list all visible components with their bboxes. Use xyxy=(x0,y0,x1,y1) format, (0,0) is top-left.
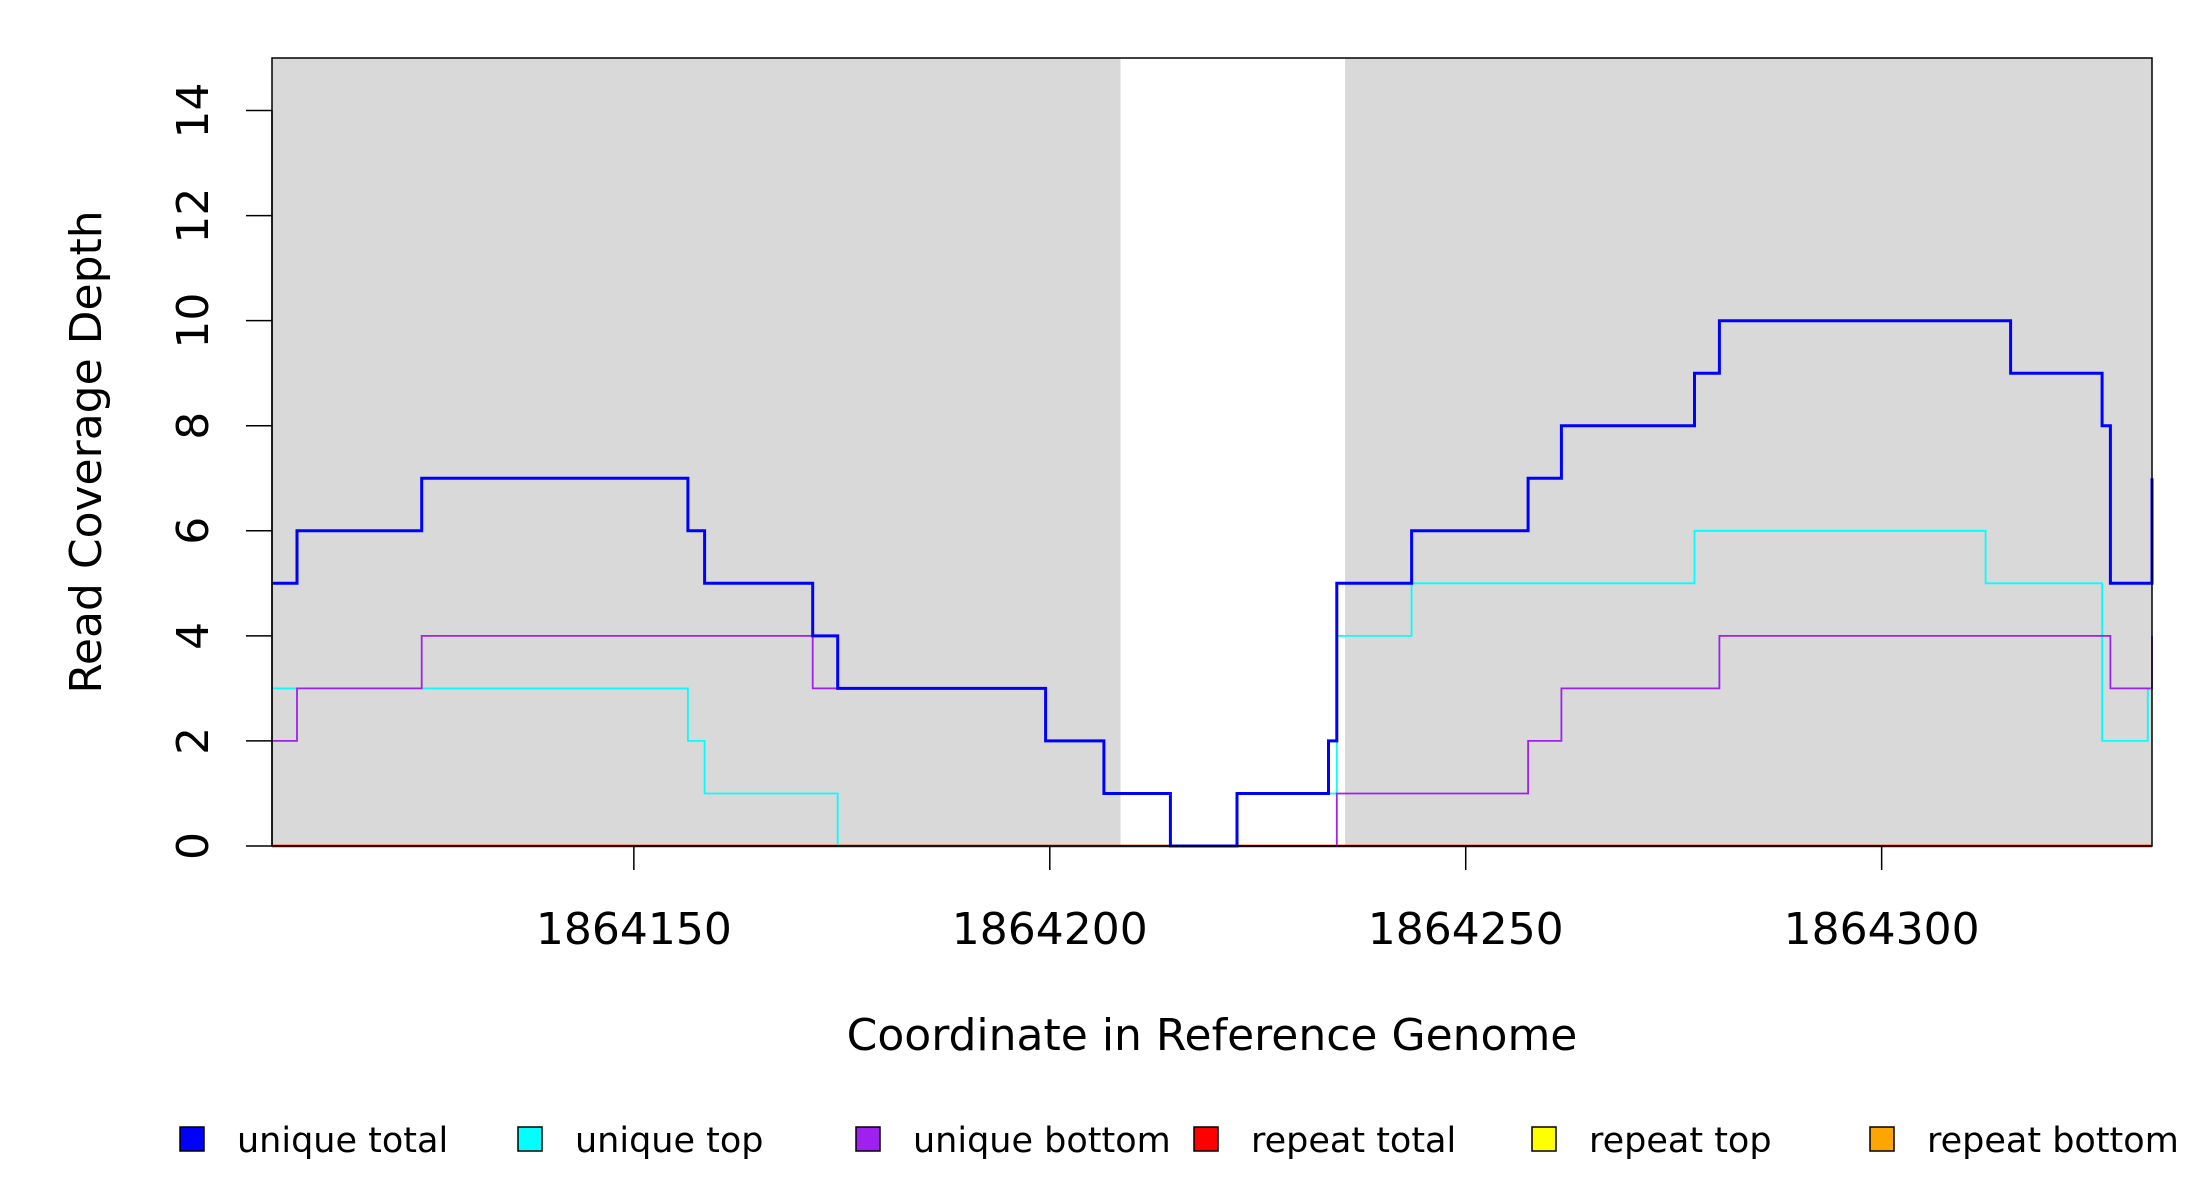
shaded-region-right xyxy=(1345,58,2152,846)
legend-item-unique-total: unique total xyxy=(179,1121,448,1161)
shaded-region-left xyxy=(272,58,1121,846)
legend-item-repeat-total: repeat total xyxy=(1193,1121,1456,1161)
y-tick-label: 12 xyxy=(168,188,219,244)
x-axis-title: Coordinate in Reference Genome xyxy=(847,1010,1578,1061)
y-tick-label: 0 xyxy=(168,832,219,860)
legend-item-repeat-bottom: repeat bottom xyxy=(1869,1121,2179,1161)
legend-swatch xyxy=(517,1126,543,1152)
series-line-unique-top xyxy=(272,529,2152,847)
legend-label: repeat top xyxy=(1589,1121,1772,1161)
y-tick-label: 10 xyxy=(168,293,219,349)
legend-label: unique bottom xyxy=(913,1121,1171,1161)
legend-item-unique-bottom: unique bottom xyxy=(855,1121,1171,1161)
legend-label: unique total xyxy=(237,1121,448,1161)
legend-item-unique-top: unique top xyxy=(517,1121,764,1161)
legend-swatch xyxy=(179,1126,205,1152)
legend-label: unique top xyxy=(575,1121,764,1161)
legend-swatch xyxy=(1531,1126,1557,1152)
x-tick-label: 1864250 xyxy=(1368,904,1564,955)
y-axis-title: Read Coverage Depth xyxy=(61,210,112,693)
y-tick-label: 6 xyxy=(168,517,219,545)
y-tick-label: 14 xyxy=(168,83,219,139)
x-tick-label: 1864300 xyxy=(1784,904,1980,955)
y-tick-label: 2 xyxy=(168,727,219,755)
x-axis: 1864150 1864200 1864250 1864300 xyxy=(536,845,1980,955)
legend-swatch xyxy=(1193,1126,1219,1152)
x-tick-label: 1864200 xyxy=(952,904,1148,955)
y-tick-label: 8 xyxy=(168,412,219,440)
legend-label: repeat total xyxy=(1251,1121,1456,1161)
series-line-unique-total xyxy=(272,319,2154,848)
y-axis: 0 2 4 6 8 10 12 14 xyxy=(168,83,273,860)
x-tick-label: 1864150 xyxy=(536,904,732,955)
legend-swatch xyxy=(1869,1126,1895,1152)
plot-background xyxy=(272,58,2152,846)
legend-item-repeat-top: repeat top xyxy=(1531,1121,1772,1161)
legend: unique total unique top unique bottom repea… xyxy=(179,1121,2179,1161)
y-tick-label: 4 xyxy=(168,622,219,650)
legend-swatch xyxy=(855,1126,881,1152)
legend-label: repeat bottom xyxy=(1927,1121,2179,1161)
